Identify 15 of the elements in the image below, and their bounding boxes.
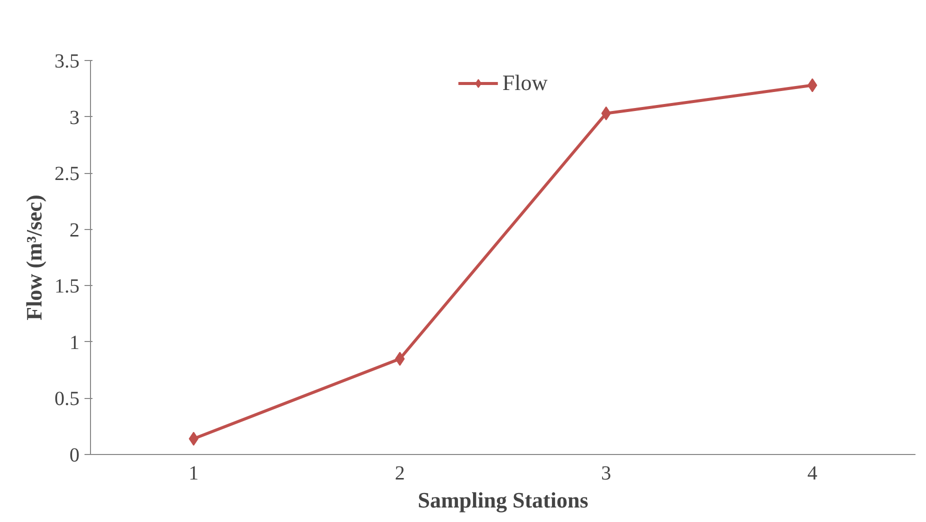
legend-label: Flow	[502, 70, 548, 96]
x-tick-label: 4	[807, 462, 818, 484]
y-tick-label: 0.5	[54, 388, 80, 410]
x-tick-label: 1	[188, 462, 199, 484]
y-tick-label: 0	[70, 444, 80, 466]
y-tick-label: 3.5	[54, 50, 80, 72]
x-tick-label: 2	[394, 462, 405, 484]
y-tick-label: 2	[70, 219, 80, 242]
y-axis-title: Flow (m³/sec)	[22, 194, 46, 320]
x-tick-label: 3	[601, 462, 612, 484]
x-axis-title: Sampling Stations	[418, 488, 589, 512]
y-tick-label: 3	[70, 106, 80, 129]
y-tick-label: 2.5	[54, 163, 80, 186]
y-tick-label: 1.5	[54, 276, 80, 298]
y-tick-label: 1	[70, 332, 80, 354]
